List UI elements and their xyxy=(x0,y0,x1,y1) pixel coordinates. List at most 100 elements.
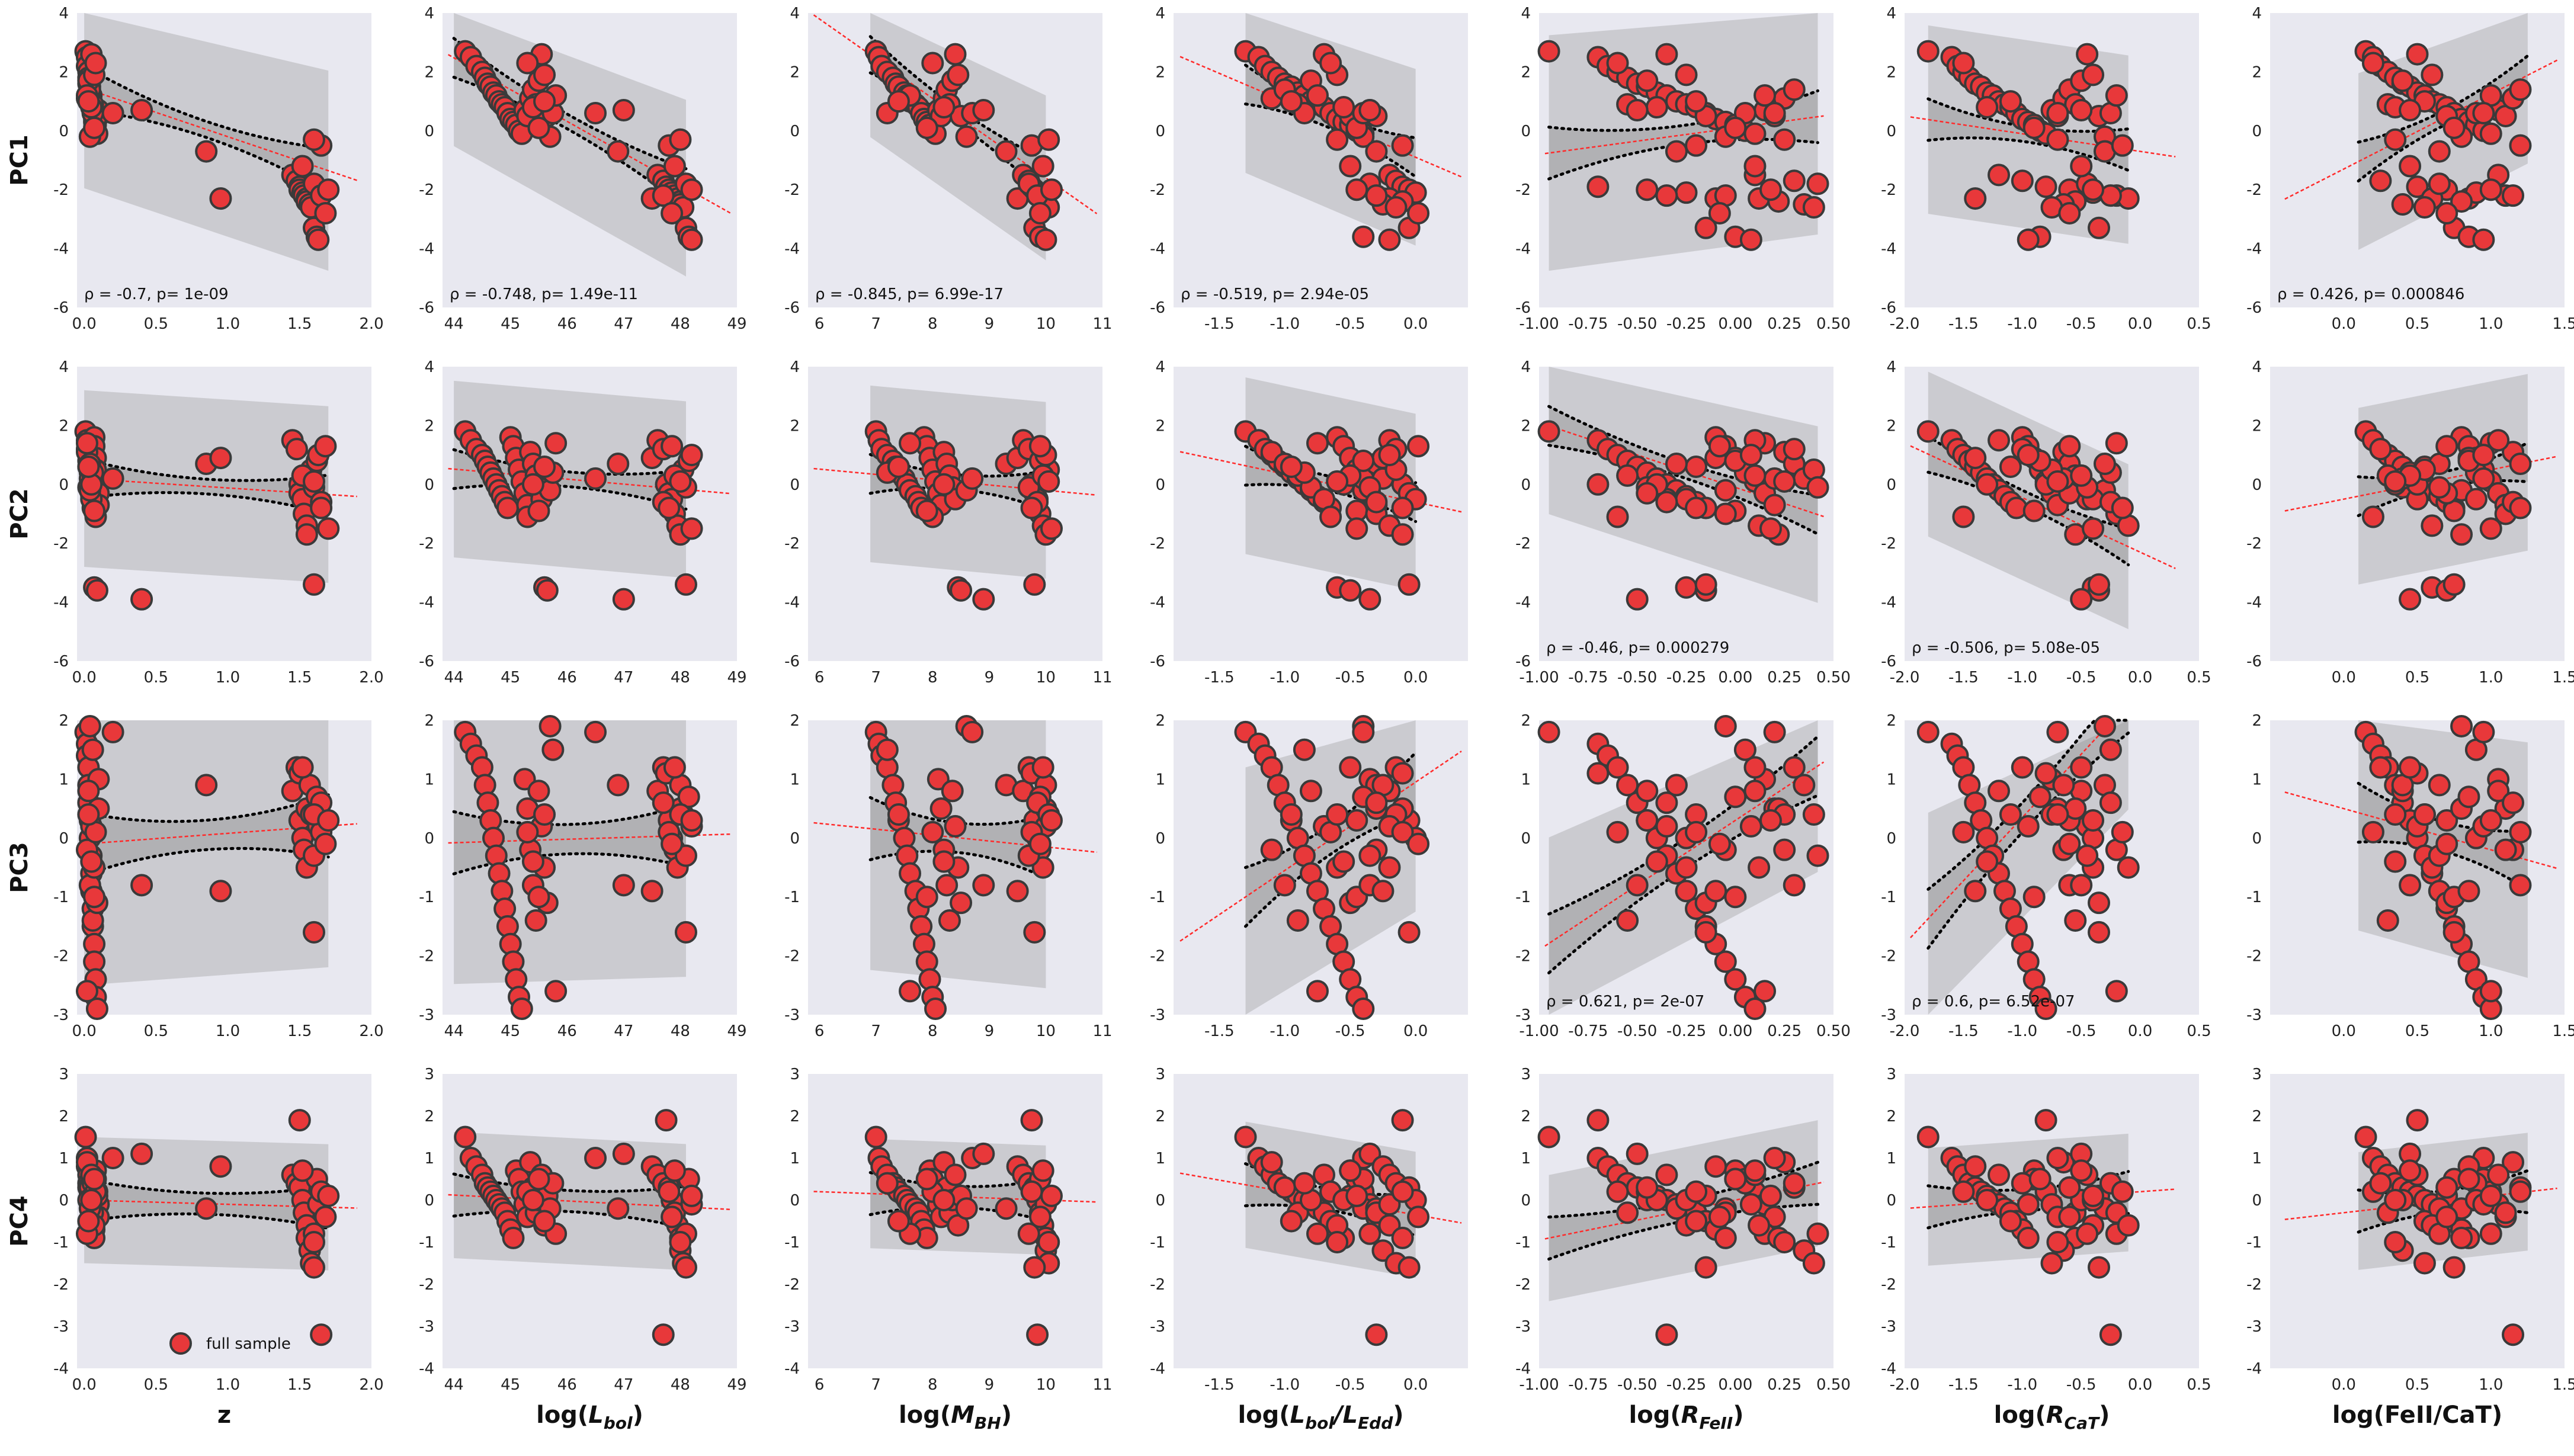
data-point-2-6-34 xyxy=(2472,720,2495,743)
data-point-0-6-24 xyxy=(2406,43,2429,66)
data-point-1-0-56 xyxy=(314,435,337,458)
data-point-3-4-0 xyxy=(1537,1125,1560,1149)
xtick-label-2-0-0: 0.0 xyxy=(72,1022,96,1040)
xtick-label-0-4-6: 0.50 xyxy=(1816,315,1851,333)
panel-bg-1-2 xyxy=(808,367,1102,661)
ytick-label-3-3-1: -3 xyxy=(1150,1318,1165,1336)
annotation-5: ρ = -0.46, p= 0.000279 xyxy=(1546,639,1729,657)
panel-bg-1-1 xyxy=(443,367,737,661)
data-point-3-3-0 xyxy=(1234,1125,1257,1149)
ytick-label-2-4-5: 2 xyxy=(1521,712,1531,730)
data-point-0-5-40 xyxy=(2034,175,2057,198)
xtick-label-1-5-1: -1.5 xyxy=(1948,669,1979,687)
ytick-label-2-1-3: 0 xyxy=(424,830,434,848)
data-point-0-4-21 xyxy=(1783,78,1806,101)
data-point-1-4-56 xyxy=(1708,435,1731,458)
xtick-label-2-4-1: -0.75 xyxy=(1568,1022,1608,1040)
data-point-0-6-36 xyxy=(2428,140,2451,163)
data-point-2-6-36 xyxy=(2428,774,2451,797)
data-point-2-5-39 xyxy=(2011,756,2034,779)
data-point-1-6-53 xyxy=(2509,496,2532,519)
ytick-label-3-2-0: -4 xyxy=(784,1360,800,1378)
data-point-0-4-33 xyxy=(1724,116,1747,139)
xtick-label-3-6-3: 1.5 xyxy=(2552,1376,2574,1394)
data-point-2-6-53 xyxy=(2509,820,2532,844)
xtick-label-2-1-3: 47 xyxy=(614,1022,633,1040)
ytick-label-0-3-1: -4 xyxy=(1150,240,1165,258)
ytick-label-0-6-0: -6 xyxy=(2246,299,2262,317)
data-point-0-4-40 xyxy=(1586,175,1610,198)
data-point-3-3-40 xyxy=(1391,1109,1414,1132)
data-point-0-4-51 xyxy=(1739,228,1762,251)
xtick-label-2-5-2: -1.0 xyxy=(2007,1022,2037,1040)
data-point-0-6-51 xyxy=(2472,228,2495,251)
data-point-1-6-57 xyxy=(2479,517,2502,540)
data-point-0-4-31 xyxy=(1645,96,1668,119)
data-point-2-2-44 xyxy=(1031,856,1054,879)
data-point-1-6-39 xyxy=(2369,438,2392,461)
data-point-2-4-46 xyxy=(1793,774,1816,797)
xtick-label-3-1-4: 48 xyxy=(671,1376,690,1394)
data-point-1-1-55 xyxy=(669,470,692,493)
data-point-1-5-56 xyxy=(2058,435,2081,458)
data-point-1-5-54 xyxy=(2070,464,2093,487)
data-point-2-6-30 xyxy=(2361,820,2384,844)
ytick-label-3-0-6: 2 xyxy=(59,1108,69,1125)
annotation-4: ρ = 0.426, p= 0.000846 xyxy=(2277,286,2464,303)
xtick-label-1-0-4: 2.0 xyxy=(359,669,383,687)
data-point-2-2-49 xyxy=(1023,921,1046,944)
data-point-0-5-49 xyxy=(2088,216,2111,239)
data-point-3-5-49 xyxy=(2088,1256,2111,1279)
ytick-label-1-6-3: 0 xyxy=(2252,476,2262,494)
data-point-1-0-32 xyxy=(77,455,100,478)
data-point-2-6-55 xyxy=(2384,803,2407,826)
data-point-0-2-30 xyxy=(921,52,944,75)
data-point-2-3-23 xyxy=(1299,780,1322,803)
ytick-label-2-2-0: -3 xyxy=(784,1006,800,1024)
data-point-0-1-54 xyxy=(663,155,686,178)
data-point-0-6-39 xyxy=(2369,169,2392,193)
data-point-2-2-57 xyxy=(1040,809,1063,832)
data-point-2-0-29 xyxy=(75,980,98,1003)
data-point-2-4-39 xyxy=(1783,756,1806,779)
data-point-2-2-54 xyxy=(1031,756,1054,779)
data-point-3-6-50 xyxy=(2457,1168,2480,1191)
data-point-0-2-54 xyxy=(1031,155,1054,178)
data-point-0-5-37 xyxy=(1964,187,1987,210)
ytick-label-3-1-4: 0 xyxy=(424,1192,434,1210)
data-point-2-5-27 xyxy=(2093,714,2116,737)
row-label-1: PC2 xyxy=(6,488,33,540)
xtick-label-2-6-2: 1.0 xyxy=(2479,1022,2503,1040)
data-point-2-3-32 xyxy=(1280,803,1303,826)
legend-marker xyxy=(169,1332,192,1355)
data-point-3-5-34 xyxy=(2046,1147,2069,1169)
xtick-label-3-6-1: 0.5 xyxy=(2405,1376,2429,1394)
data-point-2-6-49 xyxy=(2442,921,2466,944)
ytick-label-1-3-0: -6 xyxy=(1150,653,1165,671)
xtick-label-2-5-1: -1.5 xyxy=(1948,1022,1979,1040)
xtick-label-0-6-1: 0.5 xyxy=(2405,315,2429,333)
xtick-label-1-6-0: 0.0 xyxy=(2332,669,2356,687)
data-point-2-6-41 xyxy=(2435,809,2458,832)
data-point-1-2-55 xyxy=(1037,470,1060,493)
data-point-3-6-57 xyxy=(2479,1184,2502,1207)
ytick-label-2-2-2: -1 xyxy=(784,889,800,906)
data-point-1-2-53 xyxy=(1020,496,1043,519)
data-point-1-2-57 xyxy=(1040,517,1063,540)
data-point-0-6-45 xyxy=(2450,190,2473,213)
xtick-label-2-1-5: 49 xyxy=(727,1022,746,1040)
data-point-1-3-32 xyxy=(1280,455,1303,478)
data-point-0-3-51 xyxy=(1378,228,1401,251)
data-point-1-4-43 xyxy=(1714,502,1737,525)
ytick-label-2-5-3: 0 xyxy=(1886,830,1896,848)
xtick-label-0-1-2: 46 xyxy=(557,315,577,333)
data-point-1-4-48 xyxy=(1806,476,1829,499)
data-point-3-5-0 xyxy=(1916,1125,1940,1149)
xtick-label-0-4-1: -0.75 xyxy=(1568,315,1608,333)
data-point-0-3-36 xyxy=(1365,140,1388,163)
data-point-0-3-52 xyxy=(1365,184,1388,207)
xtick-label-0-6-2: 1.0 xyxy=(2479,315,2503,333)
data-point-2-3-17 xyxy=(1352,998,1375,1021)
data-point-3-6-54 xyxy=(2399,1159,2422,1182)
